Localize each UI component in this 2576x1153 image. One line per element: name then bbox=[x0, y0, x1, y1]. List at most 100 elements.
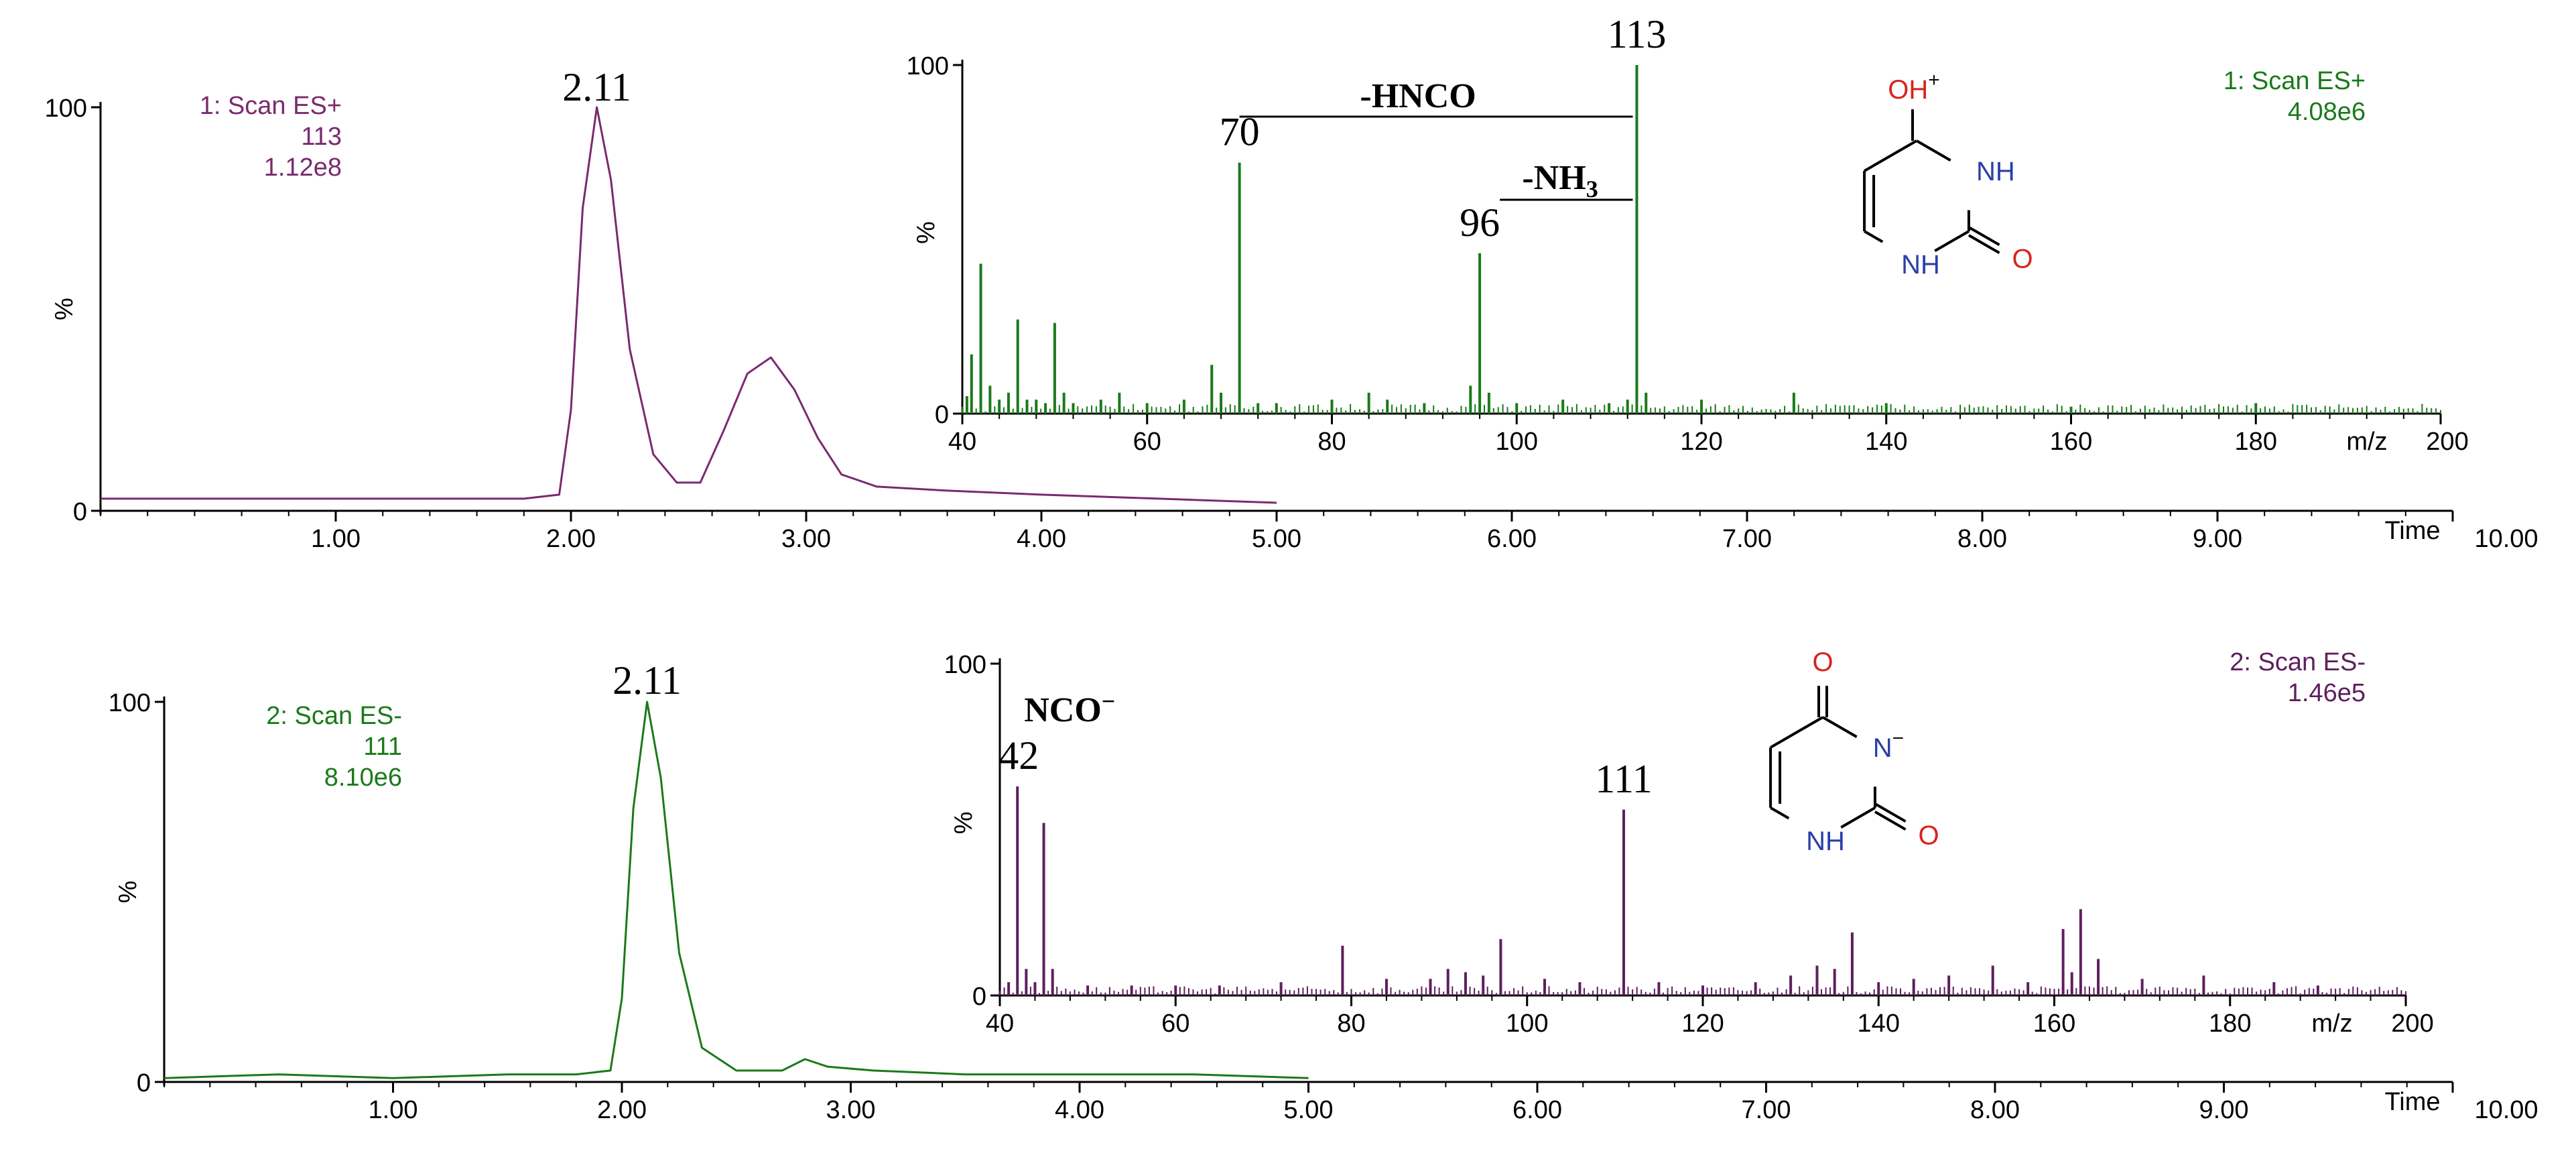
x-tick-label-0: 5.00 bbox=[1252, 525, 1301, 553]
top-struct-bond-c2-n1 bbox=[1934, 230, 1970, 252]
top-struct-oh: OH+ bbox=[1888, 69, 1940, 105]
nh3-loss-label: -NH3 bbox=[1522, 159, 1598, 202]
y-tick-label-0: 100 bbox=[45, 95, 87, 123]
y-axis-label-0: % bbox=[50, 298, 78, 320]
x-tick-label-0: 3.00 bbox=[781, 525, 831, 553]
x-tick-label-3: 160 bbox=[2033, 1010, 2075, 1038]
x-tick-label-2: 10.00 bbox=[2474, 1096, 2538, 1124]
x-tick-label-0: 1.00 bbox=[311, 525, 361, 553]
x-tick-label-3: 120 bbox=[1681, 1010, 1724, 1038]
x-tick-label-1: 40 bbox=[948, 428, 976, 456]
trace-info-0-1: 113 bbox=[301, 123, 342, 151]
x-axis-label-1: m/z bbox=[2346, 428, 2387, 456]
x-tick-label-2: 7.00 bbox=[1742, 1096, 1791, 1124]
y-tick-label-2: 0 bbox=[137, 1069, 151, 1097]
trace-info-2-0: 2: Scan ES- bbox=[266, 702, 402, 730]
x-axis-label-0: Time bbox=[2384, 517, 2440, 545]
x-tick-label-0: 10.00 bbox=[2474, 525, 2538, 553]
x-tick-label-3: 100 bbox=[1506, 1010, 1548, 1038]
x-tick-label-3: 180 bbox=[2209, 1010, 2251, 1038]
trace-info-0-0: 1: Scan ES+ bbox=[200, 92, 342, 120]
y-axis-label-2: % bbox=[114, 881, 142, 904]
top-struct-bond-c4-n3 bbox=[1916, 139, 1951, 162]
hnco-loss-label: -HNCO bbox=[1360, 77, 1476, 115]
x-tick-label-0: 4.00 bbox=[1017, 525, 1066, 553]
peak-label-0: 2.11 bbox=[562, 65, 631, 109]
x-tick-label-1: 180 bbox=[2235, 428, 2277, 456]
bottom-struct-bond-c2-o2 bbox=[1874, 810, 1907, 831]
spectrum-info-3-1: 1.46e5 bbox=[2288, 679, 2366, 707]
top-struct-bond-c2-o bbox=[1968, 226, 2000, 247]
spectrum-peak-label-1-1: 96 bbox=[1460, 200, 1500, 245]
x-tick-label-3: 80 bbox=[1337, 1010, 1365, 1038]
x-tick-label-2: 4.00 bbox=[1055, 1096, 1104, 1124]
baseline-noise-1 bbox=[962, 404, 2441, 414]
plots-layer: 1.00 2.00 3.00 4.00 5.00 6.00 7.00 8.00 9.00 10.0… bbox=[45, 12, 2538, 1124]
bottom-struct-nh-lower: NH bbox=[1806, 827, 1845, 856]
x-tick-label-1: 200 bbox=[2426, 428, 2468, 456]
trace-info-0-2: 1.12e8 bbox=[264, 154, 342, 182]
x-tick-label-1: 120 bbox=[1680, 428, 1722, 456]
x-tick-label-0: 7.00 bbox=[1722, 525, 1772, 553]
trace-info-2-2: 8.10e6 bbox=[324, 764, 402, 792]
y-tick-label-1: 100 bbox=[907, 52, 949, 80]
structures-layer: OH+ NH NH O O N− NH O bbox=[1769, 69, 2033, 856]
x-tick-label-3: 200 bbox=[2391, 1010, 2433, 1038]
x-tick-label-3: 60 bbox=[1161, 1010, 1189, 1038]
x-axis-label-3: m/z bbox=[2311, 1010, 2352, 1038]
x-tick-label-2: 5.00 bbox=[1284, 1096, 1334, 1124]
x-tick-label-1: 100 bbox=[1496, 428, 1538, 456]
x-tick-label-2: 2.00 bbox=[597, 1096, 647, 1124]
x-tick-label-1: 140 bbox=[1865, 428, 1907, 456]
y-tick-label-3: 100 bbox=[944, 651, 986, 679]
x-axis-label-2: Time bbox=[2384, 1088, 2440, 1116]
top-struct-bond-c2-o2 bbox=[1968, 234, 2000, 255]
x-tick-label-2: 9.00 bbox=[2199, 1096, 2249, 1124]
spectrum-info-1-1: 4.08e6 bbox=[2288, 98, 2366, 126]
x-tick-label-2: 8.00 bbox=[1970, 1096, 2020, 1124]
top-struct-nh-lower: NH bbox=[1901, 250, 1940, 280]
y-axis-label-3: % bbox=[950, 812, 978, 835]
spectrum-peak-label-3-0: 42 bbox=[999, 733, 1039, 778]
x-tick-label-3: 140 bbox=[1858, 1010, 1900, 1038]
peak-label-2: 2.11 bbox=[613, 658, 682, 703]
x-tick-label-2: 1.00 bbox=[369, 1096, 418, 1124]
y-tick-label-1: 0 bbox=[935, 401, 949, 429]
top-struct-o: O bbox=[2012, 245, 2033, 274]
y-tick-label-3: 0 bbox=[972, 983, 986, 1011]
spectrum-peak-label-3-1: 111 bbox=[1595, 757, 1653, 801]
bottom-struct-o: O bbox=[1919, 821, 1939, 851]
x-tick-label-2: 6.00 bbox=[1512, 1096, 1562, 1124]
bottom-struct-bond-c5-c4 bbox=[1770, 716, 1823, 749]
bottom-struct-n: N− bbox=[1873, 727, 1904, 763]
x-tick-label-3: 40 bbox=[986, 1010, 1014, 1038]
x-tick-label-1: 160 bbox=[2050, 428, 2092, 456]
bottom-struct-o-top: O bbox=[1812, 648, 1833, 677]
x-tick-label-2: 3.00 bbox=[826, 1096, 876, 1124]
y-tick-label-2: 100 bbox=[109, 689, 151, 717]
x-tick-label-0: 6.00 bbox=[1487, 525, 1537, 553]
chromatogram-trace-2 bbox=[164, 701, 1309, 1079]
bottom-struct-bond-c4-n3 bbox=[1822, 716, 1858, 738]
y-tick-label-0: 0 bbox=[73, 498, 87, 526]
x-tick-label-0: 8.00 bbox=[1957, 525, 2007, 553]
spectrum-info-3-0: 2: Scan ES- bbox=[2230, 648, 2366, 676]
bottom-struct-bond-n1-c6 bbox=[1770, 806, 1790, 820]
top-struct-bond-c5-c4 bbox=[1864, 139, 1917, 172]
spectrum-info-1-0: 1: Scan ES+ bbox=[2224, 67, 2366, 95]
chromatogram-trace-0 bbox=[101, 106, 1277, 504]
top-struct-nh-upper: NH bbox=[1976, 157, 2015, 186]
bottom-struct-bond-c2-o bbox=[1874, 802, 1907, 823]
x-tick-label-0: 9.00 bbox=[2193, 525, 2242, 553]
x-tick-label-1: 80 bbox=[1317, 428, 1346, 456]
y-axis-label-1: % bbox=[912, 221, 940, 244]
x-tick-label-1: 60 bbox=[1133, 428, 1161, 456]
top-struct-bond-n1-c6 bbox=[1864, 230, 1884, 243]
x-tick-label-0: 2.00 bbox=[546, 525, 596, 553]
spectrum-peak-label-1-2: 113 bbox=[1608, 12, 1667, 56]
nco-label: NCO− bbox=[1024, 688, 1115, 729]
bottom-struct-bond-c2-n1 bbox=[1840, 806, 1876, 829]
trace-info-2-1: 111 bbox=[363, 733, 402, 761]
annotations-layer: -HNCO -NH3 NCO− bbox=[1024, 77, 1633, 729]
